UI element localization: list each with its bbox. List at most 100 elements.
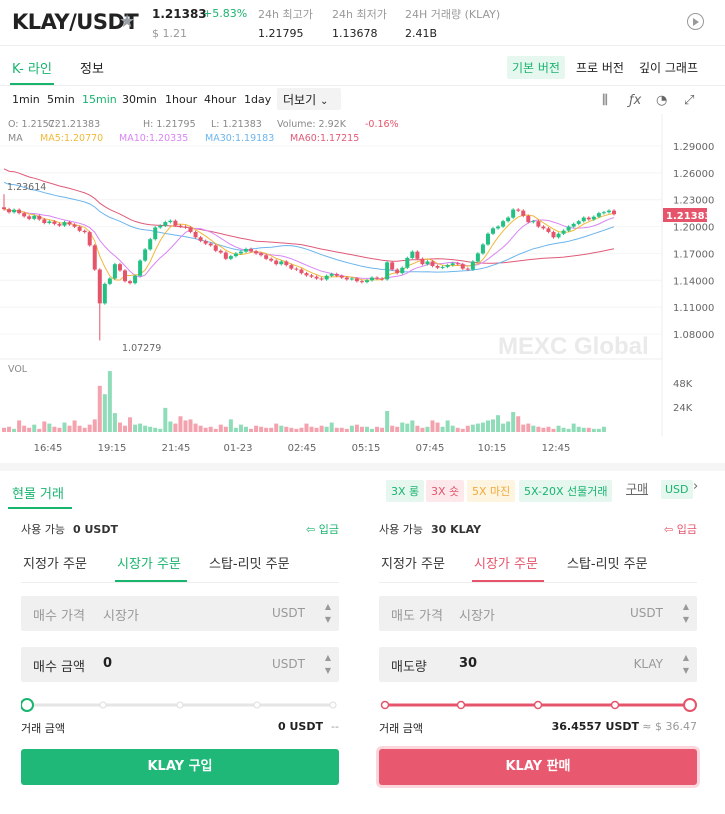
volume-bar <box>581 427 586 432</box>
sell-tab-market[interactable]: 시장가 주문 <box>474 557 538 572</box>
chip-3x-short[interactable]: 3X 숏 <box>426 480 465 502</box>
stepper-icon[interactable]: ▲ ▼ <box>324 653 331 675</box>
candle-body <box>67 222 72 225</box>
candle-body <box>188 227 193 232</box>
spot-trade-title[interactable]: 현물 거래 <box>12 487 64 502</box>
chevron-right-icon[interactable]: › <box>693 479 699 494</box>
candle-body <box>243 248 248 252</box>
volume-bar <box>228 419 233 432</box>
volume-bar <box>309 426 314 432</box>
candle-body <box>2 207 6 210</box>
chevron-down-icon: ⌄ <box>319 96 329 107</box>
interval-4hour[interactable]: 4hour <box>204 93 237 106</box>
sell-total-extra: ≈ $ 36.47 <box>642 720 697 733</box>
candle-body <box>480 244 485 254</box>
volume-bar <box>375 426 380 432</box>
fullscreen-icon[interactable]: ⤢ <box>684 93 695 108</box>
buy-available-label: 사용 가능 <box>21 523 65 536</box>
volume-bar <box>62 422 67 432</box>
volume-bar <box>516 416 521 432</box>
buy-crypto-link[interactable]: 구매 <box>626 482 649 496</box>
candle-body <box>364 280 369 283</box>
function-icon[interactable]: ƒx <box>629 93 642 108</box>
ohlc-volume: Volume: 2.92K <box>277 119 347 130</box>
depth-chart-button[interactable]: 깊이 그래프 <box>639 61 699 75</box>
interval-15min[interactable]: 15min <box>82 93 117 106</box>
buy-amount-field[interactable]: 매수 금액 0 USDT ▲ ▼ <box>21 647 339 682</box>
usd-chip[interactable]: USD <box>661 480 693 499</box>
tab-kline[interactable]: K- 라인 <box>12 62 52 77</box>
more-intervals-dropdown[interactable]: 더보기 ⌄ <box>277 88 341 110</box>
sell-tab-stop-limit[interactable]: 스탑-리밋 주문 <box>567 557 648 572</box>
sell-button[interactable]: KLAY 판매 <box>379 749 697 785</box>
volume-bar <box>32 424 37 432</box>
buy-deposit-link[interactable]: ⇦ 입금 <box>306 521 339 537</box>
indicators-icon[interactable]: ⫼ <box>602 93 608 108</box>
buy-price-field[interactable]: 매수 가격 시장가 USDT ▲ ▼ <box>21 596 339 631</box>
candle-body <box>218 250 223 253</box>
volume-bar <box>359 426 364 432</box>
volume-bar <box>430 420 435 432</box>
chip-futures[interactable]: 5X-20X 선물거래 <box>519 480 613 502</box>
market-header: KLAY/USDT ★ 1.21383 +5.83% $ 1.21 24h 최고… <box>0 0 725 46</box>
candle-body <box>415 251 420 259</box>
buy-slider[interactable] <box>20 697 339 712</box>
volume-bar <box>344 428 349 432</box>
volume-bar <box>435 422 440 432</box>
kline-svg[interactable]: MEXC Global 1.29000 1.26000 1.23000 1.20000… <box>0 114 725 462</box>
candle-body <box>596 213 601 217</box>
volume-bar <box>460 428 465 432</box>
stepper-icon[interactable]: ▲ ▼ <box>682 653 689 675</box>
candle-body <box>435 265 440 268</box>
interval-1day[interactable]: 1day <box>244 93 272 106</box>
volume-bar <box>410 420 415 432</box>
tab-info[interactable]: 정보 <box>80 62 104 77</box>
buy-available-value: 0 USDT <box>72 523 118 536</box>
volume-bar <box>551 428 556 432</box>
kline-chart[interactable]: MEXC Global 1.29000 1.26000 1.23000 1.20000… <box>0 114 725 462</box>
pro-version-button[interactable]: 프로 버전 <box>576 61 624 75</box>
volume-bar <box>259 426 264 432</box>
chip-3x-long[interactable]: 3X 롱 <box>386 480 425 502</box>
volume-bar <box>364 426 369 432</box>
basic-version-button[interactable]: 기본 버전 <box>507 56 565 79</box>
sell-deposit-link[interactable]: ⇦ 입금 <box>664 521 697 537</box>
buy-tab-stop-limit[interactable]: 스탑-리밋 주문 <box>209 557 290 572</box>
sell-slider[interactable] <box>379 697 697 712</box>
interval-1hour[interactable]: 1hour <box>165 93 198 106</box>
candle-body <box>72 224 77 227</box>
buy-tab-limit[interactable]: 지정가 주문 <box>23 557 87 572</box>
play-icon[interactable] <box>687 13 704 30</box>
candle-body <box>264 255 269 259</box>
interval-5min[interactable]: 5min <box>47 93 75 106</box>
interval-30min[interactable]: 30min <box>122 93 157 106</box>
buy-total-value: 0 USDT <box>278 720 323 733</box>
interval-1min[interactable]: 1min <box>12 93 40 106</box>
candle-body <box>27 216 32 219</box>
volume-bar <box>102 394 107 432</box>
stepper-icon[interactable]: ▲ ▼ <box>682 602 689 624</box>
candle-body <box>198 237 203 241</box>
candle-body <box>299 269 304 274</box>
candle-body <box>82 230 87 233</box>
candle-body <box>117 264 122 271</box>
volume-bar <box>208 426 213 432</box>
buy-tab-market[interactable]: 시장가 주문 <box>117 557 181 572</box>
volume-label: VOL <box>8 364 28 375</box>
chip-5x-margin[interactable]: 5X 마진 <box>467 480 516 502</box>
candle-body <box>445 265 450 267</box>
candle-body <box>304 273 309 276</box>
candle-body <box>12 209 17 213</box>
sell-tab-limit[interactable]: 지정가 주문 <box>381 557 445 572</box>
sell-price-field[interactable]: 매도 가격 시장가 USDT ▲ ▼ <box>379 596 697 631</box>
pair-name[interactable]: KLAY/USDT <box>12 10 139 34</box>
favorite-star-icon[interactable]: ★ <box>119 11 136 32</box>
stepper-icon[interactable]: ▲ ▼ <box>324 602 331 624</box>
sell-amount-field[interactable]: 매도량 30 KLAY ▲ ▼ <box>379 647 697 682</box>
buy-button[interactable]: KLAY 구입 <box>21 749 339 785</box>
gauge-icon[interactable]: ◔ <box>656 93 668 108</box>
volume-bar <box>57 427 62 432</box>
ohlc-pct: -0.16% <box>365 119 399 130</box>
volume-bar <box>279 425 284 432</box>
sell-panel: 사용 가능 30 KLAY ⇦ 입금 지정가 주문 시장가 주문 스탑-리밋 주문… <box>379 511 697 811</box>
